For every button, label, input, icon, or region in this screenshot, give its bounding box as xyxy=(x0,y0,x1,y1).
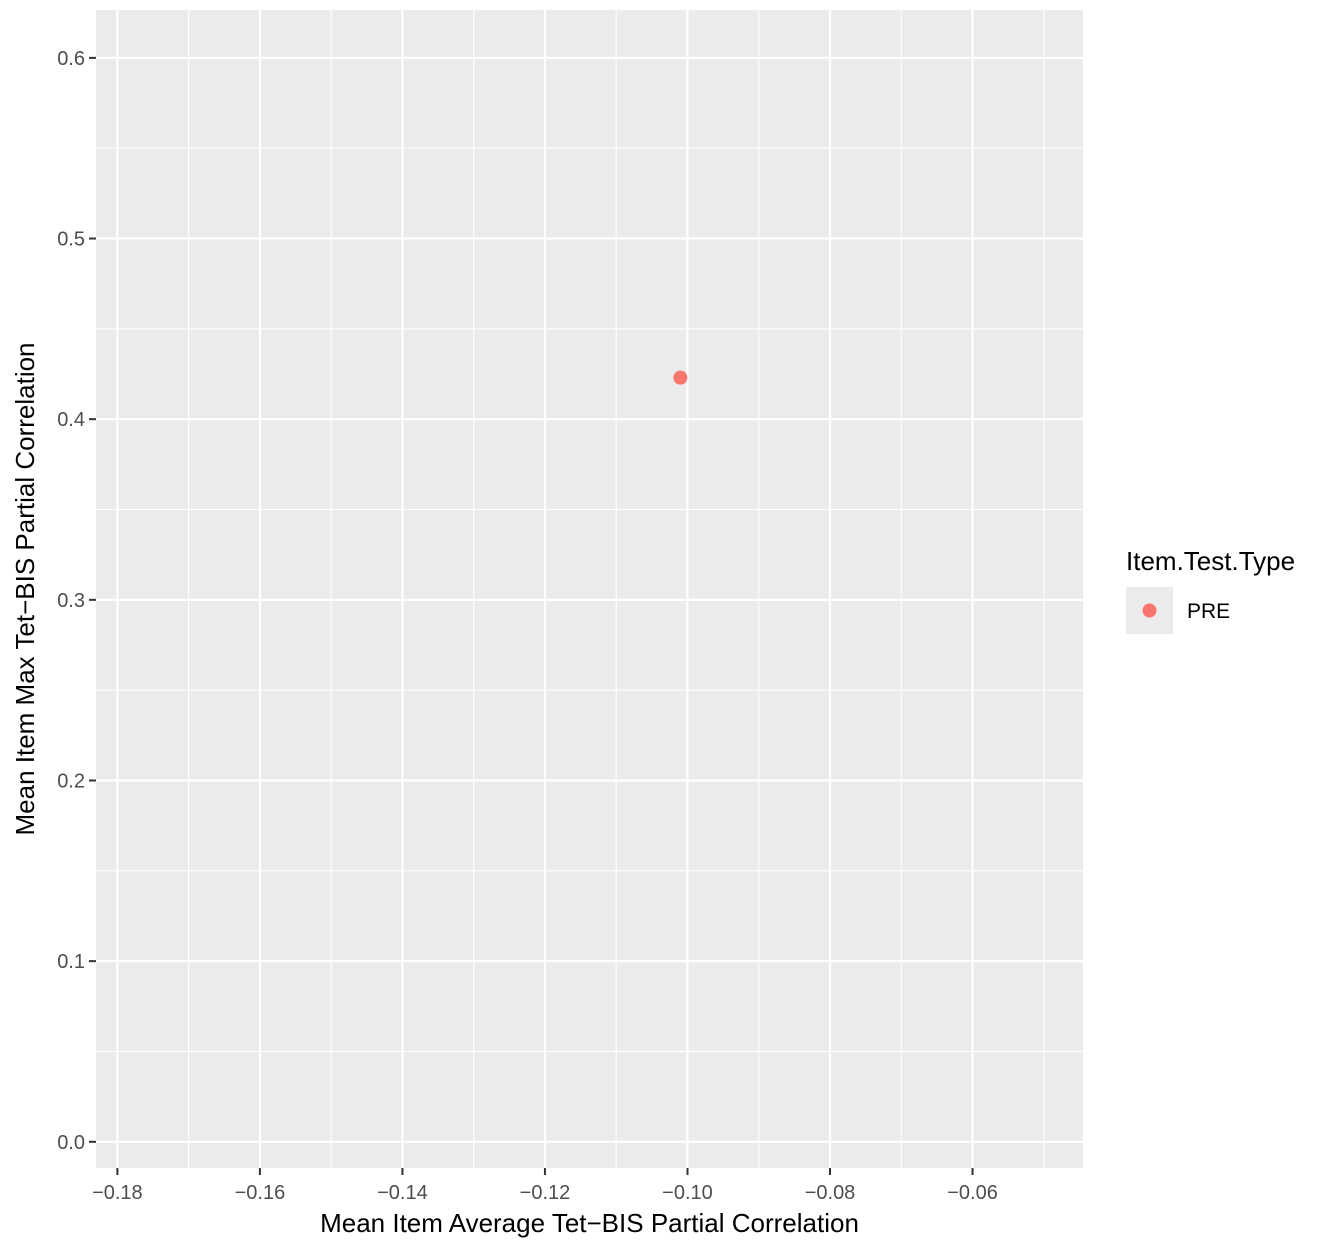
y-tick-label: 0.4 xyxy=(57,409,85,431)
x-tick-label: −0.06 xyxy=(947,1182,998,1204)
x-tick-label: −0.18 xyxy=(92,1182,143,1204)
plot-panel xyxy=(96,10,1083,1168)
y-tick-label: 0.5 xyxy=(57,229,85,251)
x-tick-label: −0.14 xyxy=(377,1182,428,1204)
y-tick-label: 0.6 xyxy=(57,48,85,70)
legend-label-pre: PRE xyxy=(1187,600,1230,623)
x-tick-label: −0.08 xyxy=(805,1182,856,1204)
data-points xyxy=(673,370,688,385)
x-tick-label: −0.12 xyxy=(520,1182,571,1204)
legend-key-dot xyxy=(1142,603,1157,618)
x-axis: −0.18 −0.16 −0.14 −0.12 −0.10 −0.08 −0.06 xyxy=(92,1168,998,1204)
y-tick-label: 0.0 xyxy=(57,1132,85,1154)
data-point xyxy=(673,370,688,385)
y-axis-title: Mean Item Max Tet−BIS Partial Correlatio… xyxy=(10,342,40,835)
major-gridlines xyxy=(96,10,1083,1168)
y-tick-label: 0.1 xyxy=(57,951,85,973)
y-tick-label: 0.3 xyxy=(57,590,85,612)
y-tick-label: 0.2 xyxy=(57,770,85,792)
x-tick-label: −0.10 xyxy=(662,1182,713,1204)
x-axis-title: Mean Item Average Tet−BIS Partial Correl… xyxy=(320,1208,859,1238)
legend-title: Item.Test.Type xyxy=(1126,546,1295,576)
x-tick-label: −0.16 xyxy=(235,1182,286,1204)
legend: Item.Test.Type PRE xyxy=(1126,546,1295,634)
y-axis: 0.0 0.1 0.2 0.3 0.4 0.5 0.6 xyxy=(57,48,96,1154)
